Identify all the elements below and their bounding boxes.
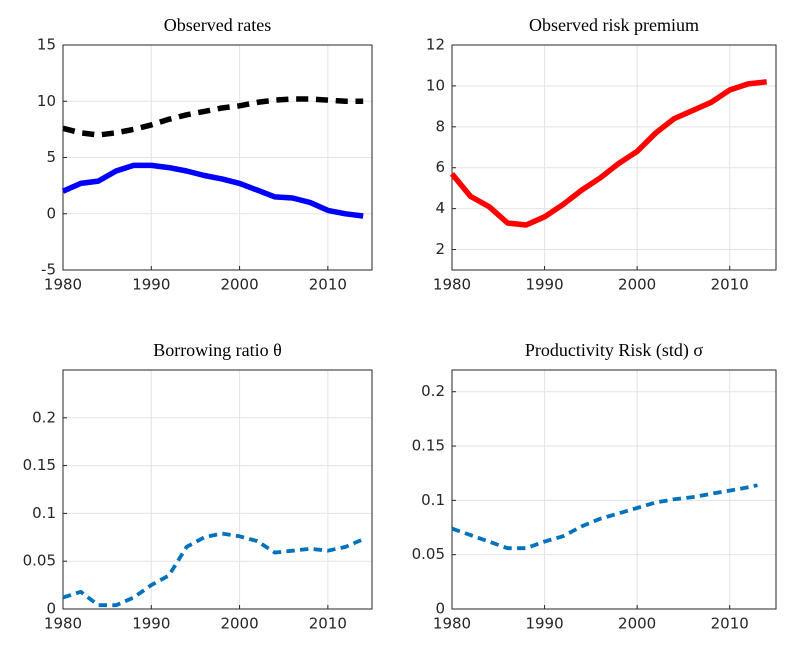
- x-tick-label: 1990: [132, 615, 170, 633]
- data-line: [449, 79, 768, 228]
- x-tick-label: 1980: [44, 276, 82, 294]
- axes-frame: [62, 44, 373, 271]
- axes-frame: [451, 44, 777, 271]
- axes-frame: [62, 369, 373, 610]
- y-tick-label: -5: [41, 261, 56, 279]
- chart-title: Observed risk premium: [529, 15, 699, 35]
- y-tick-label: 0.2: [32, 408, 56, 426]
- x-tick-label: 1990: [132, 276, 170, 294]
- y-tick-label: 4: [435, 199, 445, 217]
- y-tick-label: 0.05: [23, 552, 56, 570]
- y-tick-label: 8: [435, 117, 445, 135]
- axes-frame: [451, 369, 777, 610]
- x-tick-label: 2010: [711, 276, 749, 294]
- x-tick-label: 1990: [525, 615, 563, 633]
- x-tick-label: 1990: [525, 276, 563, 294]
- y-tick-label: 0: [435, 600, 445, 618]
- x-tick-label: 2000: [220, 276, 258, 294]
- y-tick-label: 0.2: [421, 382, 445, 400]
- y-tick-label: 0.05: [412, 545, 445, 563]
- x-tick-label: 2010: [309, 276, 347, 294]
- chart-title: Observed rates: [164, 15, 271, 35]
- y-tick-label: 6: [435, 158, 445, 176]
- y-tick-label: 0.1: [32, 504, 56, 522]
- data-line: [62, 96, 364, 138]
- x-tick-label: 1980: [433, 276, 471, 294]
- y-tick-label: 2: [435, 240, 445, 258]
- chart-title: Productivity Risk (std) σ: [525, 340, 704, 361]
- y-tick-label: 5: [46, 148, 56, 166]
- y-tick-label: 12: [426, 36, 445, 54]
- data-line: [451, 483, 758, 551]
- y-tick-label: 10: [426, 76, 445, 94]
- y-tick-label: 15: [37, 36, 56, 54]
- y-tick-label: 0.15: [412, 437, 445, 455]
- data-line: [61, 162, 364, 219]
- y-tick-label: 0.1: [421, 491, 445, 509]
- x-tick-label: 1980: [44, 615, 82, 633]
- data-line: [62, 531, 364, 608]
- y-tick-label: 0.15: [23, 456, 56, 474]
- x-tick-label: 2000: [220, 615, 258, 633]
- x-tick-label: 2000: [618, 615, 656, 633]
- y-tick-label: 0: [46, 600, 56, 618]
- x-tick-label: 1980: [433, 615, 471, 633]
- chart-title: Borrowing ratio θ: [153, 340, 282, 360]
- x-tick-label: 2010: [309, 615, 347, 633]
- x-tick-label: 2000: [618, 276, 656, 294]
- y-tick-label: 0: [46, 204, 56, 222]
- y-tick-label: 10: [37, 92, 56, 110]
- x-tick-label: 2010: [711, 615, 749, 633]
